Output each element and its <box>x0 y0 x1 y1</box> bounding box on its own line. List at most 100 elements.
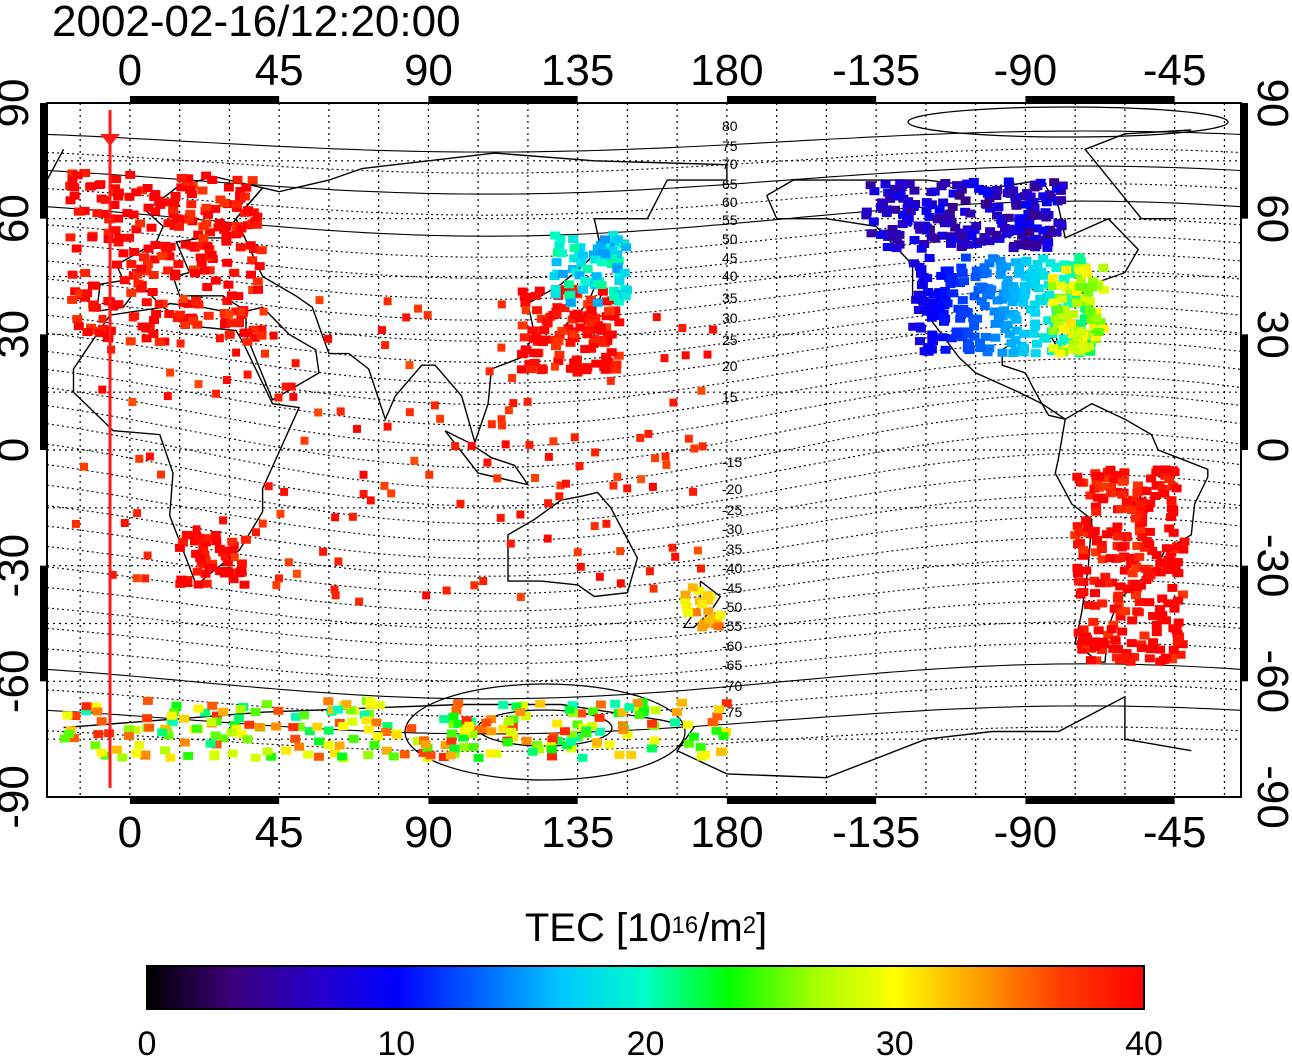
tec-point <box>209 752 220 761</box>
tec-point <box>425 470 434 479</box>
tec-point <box>470 581 479 590</box>
tec-point <box>861 207 872 216</box>
tec-point <box>1127 616 1138 625</box>
tec-point <box>1081 516 1092 525</box>
tec-point <box>80 462 88 471</box>
tec-point <box>1030 349 1041 358</box>
tec-point <box>536 364 547 373</box>
mag-lat-contour <box>47 130 1241 153</box>
tec-point <box>113 300 124 309</box>
tec-point <box>281 746 292 755</box>
tec-point <box>521 736 532 745</box>
tec-point <box>703 607 714 616</box>
tec-point <box>1155 657 1166 666</box>
tec-point <box>1101 579 1112 588</box>
tec-point <box>1141 487 1152 496</box>
tec-point <box>577 753 588 762</box>
tec-point <box>73 322 84 331</box>
tec-point <box>962 179 973 188</box>
tec-point <box>254 723 265 731</box>
tec-point <box>613 472 622 481</box>
tec-point <box>1117 490 1128 499</box>
colorbar-tick: 40 <box>1125 1025 1163 1057</box>
tec-point <box>365 697 376 706</box>
tec-point <box>248 325 259 334</box>
tec-point <box>223 183 234 192</box>
tec-point <box>1166 496 1177 505</box>
tec-point <box>163 731 174 740</box>
tec-point <box>985 227 996 236</box>
tec-point <box>323 741 334 749</box>
tec-point <box>1169 604 1180 613</box>
tec-point <box>601 297 612 306</box>
tec-point <box>535 699 546 708</box>
tec-point <box>1160 465 1171 474</box>
tec-point <box>518 349 529 358</box>
tec-point <box>1113 645 1123 653</box>
tec-point <box>1134 598 1145 606</box>
tec-point <box>552 736 563 745</box>
mag-lat-contour <box>47 663 1241 700</box>
tec-point <box>71 519 80 528</box>
tec-point <box>936 293 947 302</box>
tec-point <box>1075 321 1086 330</box>
tec-point <box>220 320 230 329</box>
tec-point <box>634 711 645 719</box>
tec-point <box>570 433 579 442</box>
tec-point <box>1173 596 1184 605</box>
tec-point <box>649 736 660 745</box>
tec-point <box>381 728 392 736</box>
tec-point <box>1172 542 1183 551</box>
tec-point <box>1092 535 1102 544</box>
tec-point <box>1007 298 1018 307</box>
tec-point <box>1093 328 1104 336</box>
tec-point <box>143 551 152 560</box>
tec-point <box>938 198 949 207</box>
tec-point <box>683 739 694 748</box>
tec-point <box>909 186 920 195</box>
tec-point <box>587 722 597 731</box>
tec-point <box>447 729 457 738</box>
tec-point <box>918 297 929 306</box>
axis-bar <box>1025 96 1175 102</box>
tec-point <box>887 225 898 233</box>
tec-point <box>373 732 383 741</box>
tec-point <box>984 194 995 202</box>
tec-point <box>553 337 564 346</box>
tec-point <box>227 291 237 300</box>
tec-point <box>1029 204 1040 213</box>
tec-point <box>294 742 305 751</box>
tec-point <box>148 271 159 279</box>
tec-point <box>1048 326 1059 335</box>
tec-point <box>711 726 722 735</box>
tec-point <box>980 199 991 208</box>
tec-point <box>1064 325 1075 334</box>
tec-point <box>241 183 252 192</box>
tec-point <box>98 314 107 323</box>
tec-point <box>1062 311 1073 320</box>
tec-point <box>1091 656 1102 665</box>
tec-point <box>969 292 980 301</box>
tec-point <box>359 470 368 479</box>
tec-point <box>703 596 714 605</box>
tec-point <box>1144 654 1155 663</box>
tec-point <box>110 226 121 235</box>
tec-point <box>1171 484 1182 493</box>
tec-point <box>210 204 221 213</box>
tec-point <box>348 512 357 521</box>
tec-point <box>430 401 439 410</box>
tec-point <box>95 329 105 337</box>
tec-point <box>924 254 935 262</box>
tec-point <box>249 333 260 342</box>
tec-point <box>693 586 704 595</box>
tec-point <box>1068 310 1078 319</box>
tec-point <box>963 330 974 339</box>
lon-tick-bottom: -45 <box>1143 808 1207 857</box>
tec-point <box>199 266 210 275</box>
tec-point <box>168 210 179 219</box>
tec-point <box>554 331 565 339</box>
tec-point <box>113 214 123 223</box>
tec-point <box>995 257 1006 265</box>
tec-point <box>439 715 450 724</box>
tec-point <box>180 240 191 249</box>
